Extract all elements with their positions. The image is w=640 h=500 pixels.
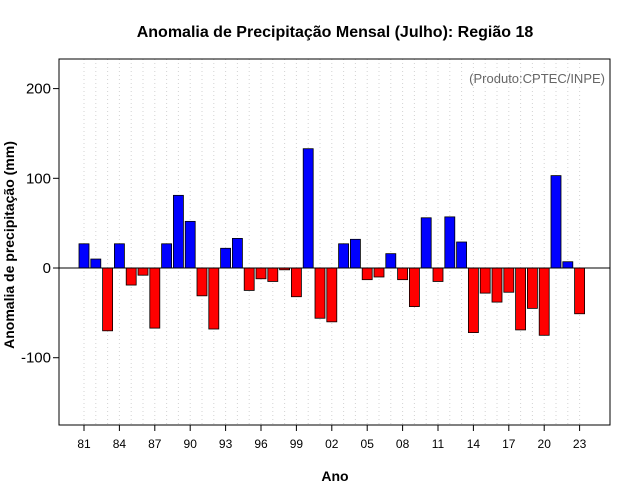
x-tick-label: 99 (290, 437, 304, 451)
x-tick-label: 81 (77, 437, 91, 451)
y-tick-label: -100 (21, 350, 51, 367)
bar-2001 (314, 267, 326, 319)
bar-2002 (326, 267, 338, 323)
x-tick-label: 20 (538, 437, 552, 451)
bar-2017 (503, 267, 515, 293)
y-tick-label: 200 (26, 81, 51, 98)
bar-2021 (550, 175, 562, 269)
bar-1984 (114, 243, 125, 269)
bar-1992 (208, 267, 220, 330)
bar-1993 (220, 247, 232, 269)
bar-2016 (491, 267, 503, 303)
bar-2019 (527, 267, 538, 309)
bar-2003 (338, 243, 350, 269)
x-tick-label: 93 (219, 437, 233, 451)
bar-2000 (302, 148, 314, 269)
x-axis: 81 84 87 90 93 96 99 02 05 08 11 14 17 20 23 (77, 425, 587, 451)
x-tick-label: 84 (113, 437, 127, 451)
bar-2007 (385, 253, 397, 269)
bar-1983 (102, 267, 113, 332)
bar-1997 (267, 267, 279, 282)
bar-1982 (90, 258, 102, 269)
bar-2015 (479, 267, 491, 294)
bar-1996 (255, 267, 267, 280)
bar-2008 (397, 267, 409, 281)
bar-2023 (574, 267, 585, 315)
chart-title: Anomalia de Precipitação Mensal (Julho):… (137, 24, 534, 41)
bar-1999 (290, 267, 302, 298)
plot-frame (58, 58, 611, 426)
bar-1987 (149, 267, 161, 329)
bar-1986 (137, 267, 149, 276)
bar-1981 (78, 243, 90, 269)
bar-2018 (515, 267, 526, 331)
credit-label: (Produto:CPTEC/INPE) (469, 71, 605, 86)
x-axis-title: Ano (321, 468, 348, 484)
x-tick-label: 11 (432, 437, 445, 451)
x-tick-label: 96 (254, 437, 268, 451)
bar-2005 (361, 267, 373, 281)
bar-1991 (196, 267, 208, 297)
y-tick-label: 100 (26, 170, 51, 187)
bar-1990 (184, 220, 196, 269)
bar-2012 (444, 216, 456, 269)
bar-2020 (538, 267, 550, 336)
bar-1988 (161, 243, 173, 269)
bar-2004 (349, 238, 361, 269)
bar-1995 (243, 267, 255, 291)
bar-2022 (562, 261, 574, 269)
x-tick-label: 05 (361, 437, 375, 451)
bars (78, 148, 585, 336)
bar-1994 (231, 238, 243, 269)
x-tick-label: 90 (184, 437, 198, 451)
bar-1985 (125, 267, 137, 286)
x-tick-label: 08 (396, 437, 410, 451)
bar-2006 (373, 267, 385, 278)
grid-lines (83, 59, 581, 425)
x-tick-label: 02 (325, 437, 339, 451)
bar-2009 (408, 267, 420, 307)
x-tick-label: 14 (467, 437, 481, 451)
bar-2014 (467, 267, 479, 334)
y-tick-label: 0 (43, 260, 51, 277)
bar-1989 (172, 194, 184, 269)
y-axis: -100 0 100 200 (21, 81, 59, 367)
x-tick-label: 87 (148, 437, 162, 451)
bar-2011 (432, 267, 444, 282)
x-tick-label: 23 (573, 437, 587, 451)
bar-2010 (420, 217, 432, 269)
y-axis-title: Anomalia de precipitação (mm) (1, 141, 17, 349)
x-tick-label: 17 (502, 437, 516, 451)
bar-2013 (456, 241, 468, 269)
